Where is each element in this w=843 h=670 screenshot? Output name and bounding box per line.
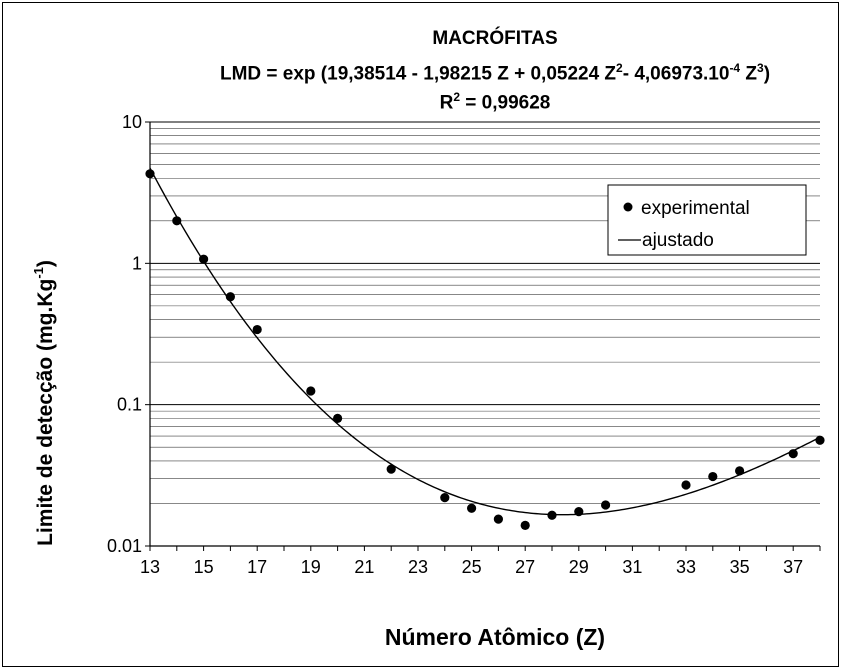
x-tick-label: 17 [247, 557, 267, 577]
x-tick-label: 29 [569, 557, 589, 577]
fitted-curve-group [149, 167, 821, 516]
data-point [252, 324, 262, 335]
x-tick-label: 23 [408, 557, 428, 577]
x-tick-label: 33 [676, 557, 696, 577]
legend: experimental ajustado [607, 184, 807, 256]
chart-title: MACRÓFITAS [432, 28, 558, 49]
y-tick-label: 10 [122, 112, 142, 132]
data-point [306, 386, 316, 396]
data-point [815, 435, 825, 445]
data-point [172, 216, 182, 226]
data-point [333, 413, 343, 423]
data-point [386, 464, 396, 474]
data-points-group [145, 169, 825, 530]
data-point [199, 254, 209, 264]
data-point [145, 169, 155, 179]
chart-equation: LMD = exp (19,38514 - 1,98215 Z + 0,0522… [219, 61, 771, 85]
x-tick-label: 25 [462, 557, 482, 577]
legend-label-experimental: experimental [641, 198, 750, 219]
data-point [735, 466, 745, 476]
y-tick-label: 0.01 [107, 536, 142, 556]
x-tick-label: 31 [622, 557, 642, 577]
axes [145, 121, 821, 551]
data-point [225, 292, 235, 302]
y-tick-label: 0.1 [117, 395, 142, 415]
data-point [708, 471, 718, 482]
data-point [440, 493, 450, 503]
data-point [574, 507, 584, 517]
legend-box [607, 184, 807, 256]
x-axis-label: Número Atômico (Z) [385, 624, 605, 650]
data-point [681, 480, 691, 490]
x-tick-label: 13 [140, 557, 160, 577]
x-tick-label: 37 [783, 557, 803, 577]
x-tick-label: 21 [354, 557, 374, 577]
data-point [601, 500, 611, 510]
legend-marker-experimental [623, 202, 633, 212]
fitted-curve-line [149, 167, 821, 516]
data-point [547, 510, 557, 520]
x-tick-label: 35 [730, 557, 750, 577]
gridlines [150, 121, 820, 504]
x-tick-label: 27 [515, 557, 535, 577]
y-axis-label: Limite de detecção (mg.Kg-1) [31, 260, 57, 546]
y-tick-label: 1 [132, 253, 142, 273]
data-point [467, 503, 477, 513]
data-point [788, 449, 798, 459]
tick-labels: 13 15 17 19 21 23 25 27 29 31 33 35 37 0.01 0.1 1 10 [107, 112, 803, 577]
legend-label-ajustado: ajustado [642, 230, 714, 251]
x-tick-label: 19 [301, 557, 321, 577]
data-point [493, 514, 503, 524]
data-point [520, 520, 530, 530]
chart-r-squared: R2 = 0,99628 [439, 90, 551, 114]
x-tick-label: 15 [194, 557, 214, 577]
